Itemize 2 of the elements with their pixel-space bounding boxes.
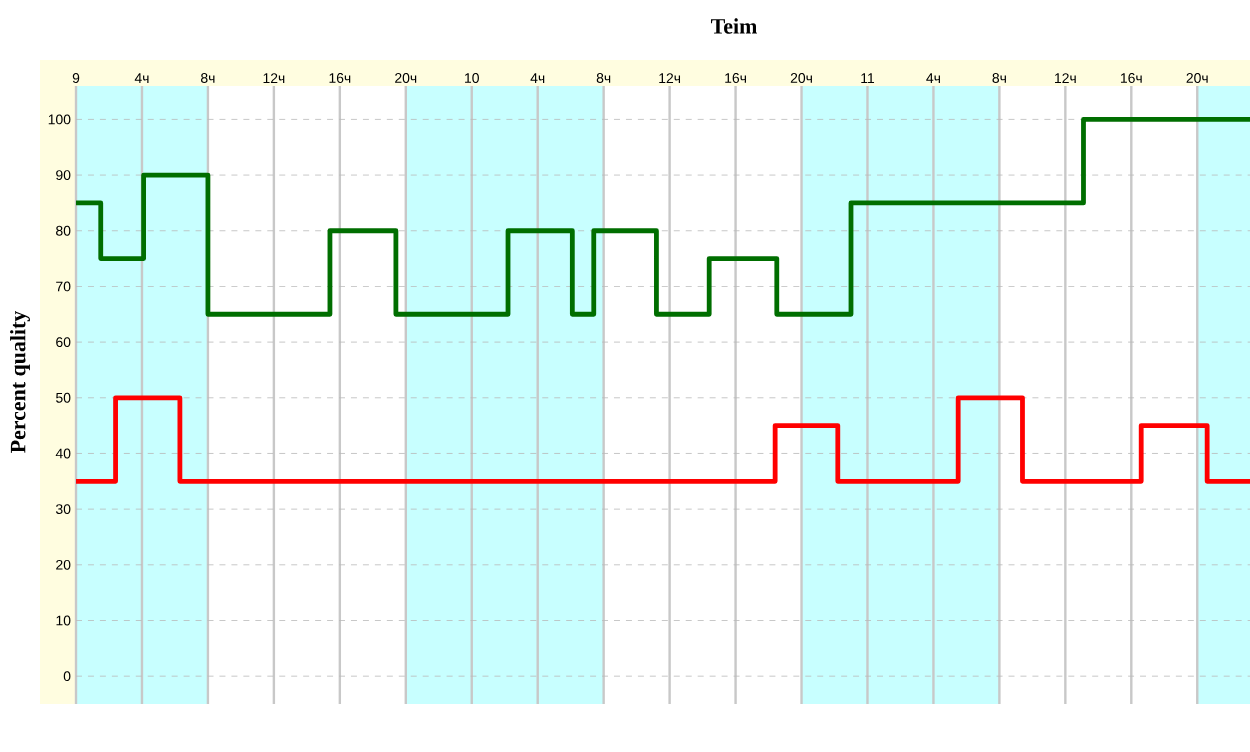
chart-title: Teim bbox=[711, 18, 757, 34]
y-axis-title: Percent quality bbox=[10, 310, 30, 453]
